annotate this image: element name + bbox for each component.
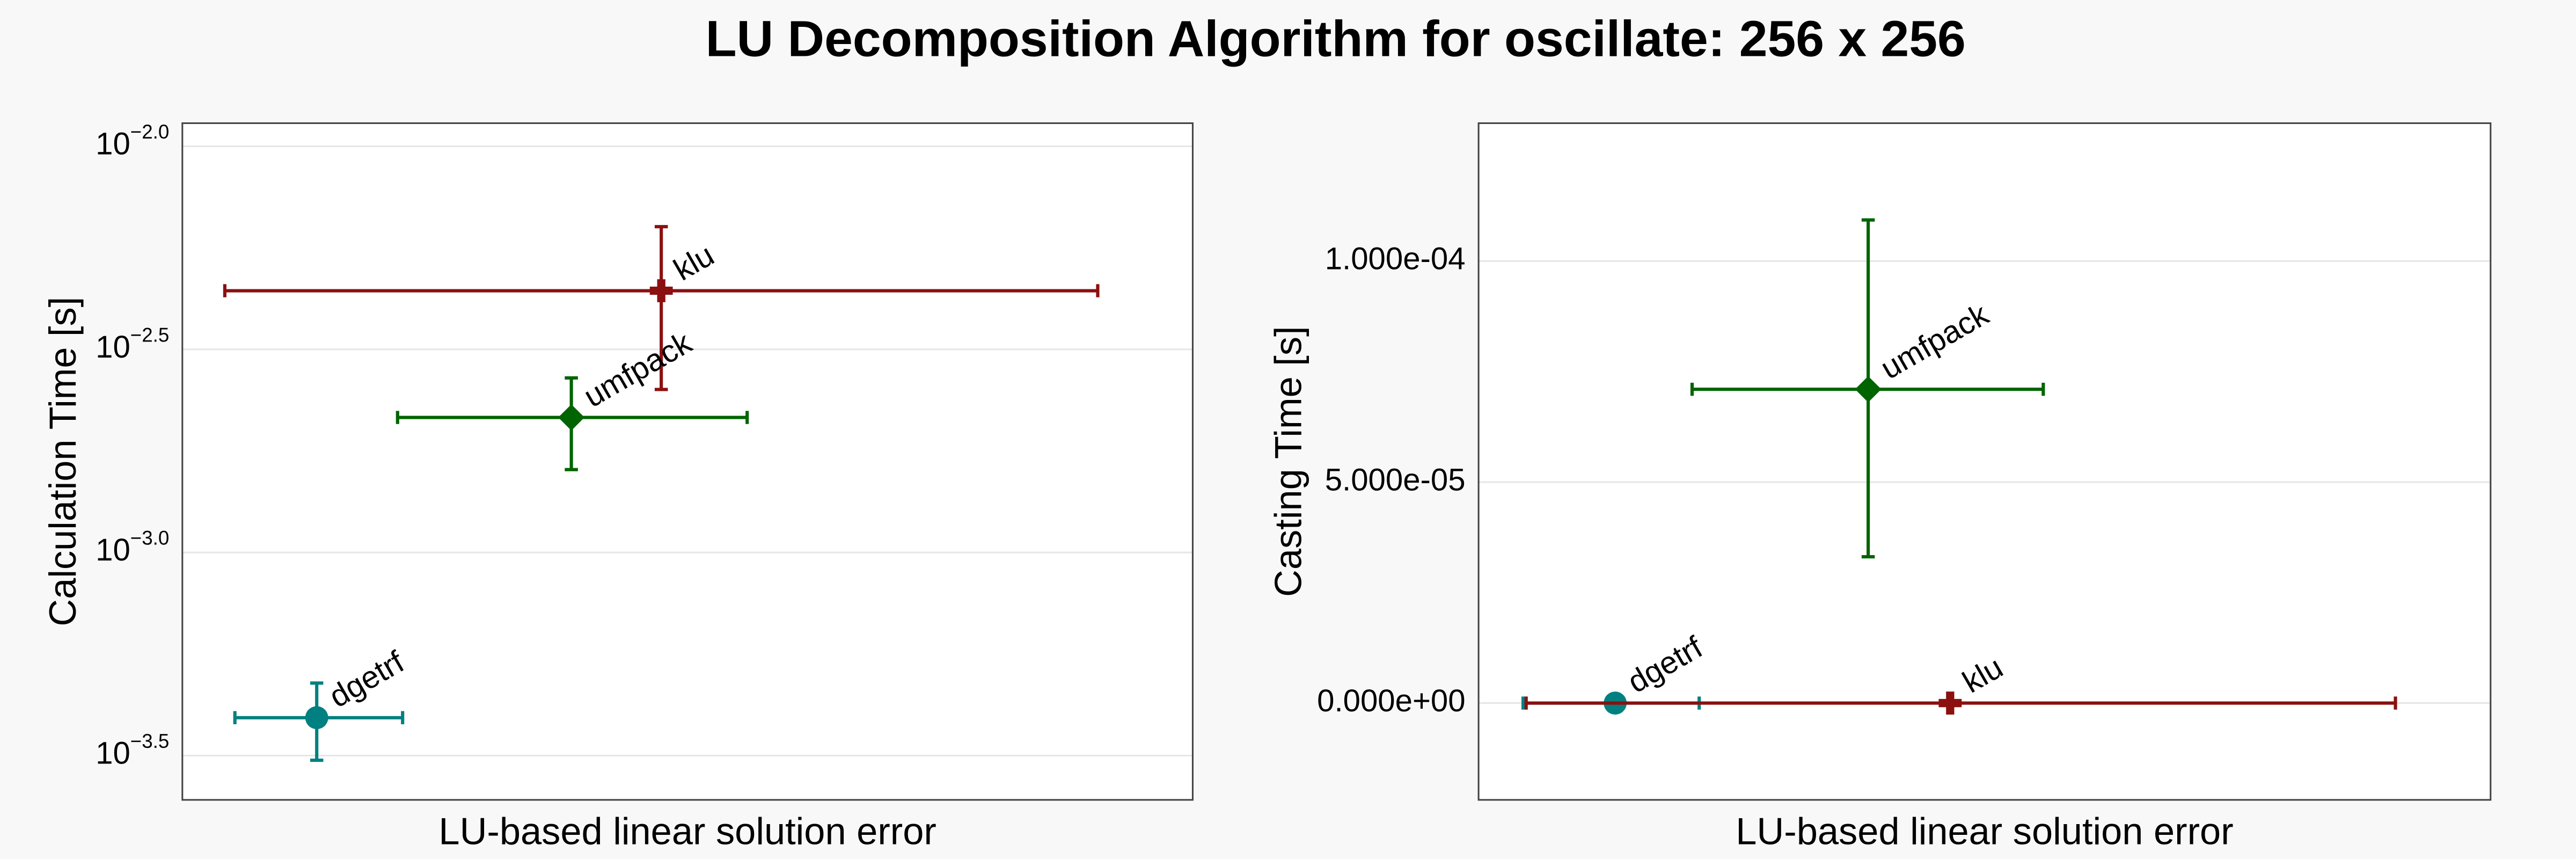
marker — [305, 706, 328, 730]
y-tick-label: 0.000e+00 — [1317, 683, 1465, 718]
plot-area — [1479, 123, 2491, 800]
y-tick-label: 1.000e-04 — [1325, 242, 1466, 276]
plot-area — [182, 123, 1193, 800]
y-tick-label: 5.000e-05 — [1325, 462, 1466, 497]
marker — [649, 279, 673, 302]
marker — [1938, 691, 1962, 715]
y-tick-label: 10−2.5 — [96, 324, 169, 365]
y-axis-label: Casting Time [s] — [1267, 326, 1309, 596]
y-error-bar — [654, 225, 668, 391]
x-axis-label: LU-based linear solution error — [438, 810, 936, 853]
y-tick-label: 10−3.5 — [96, 730, 169, 771]
plot-border — [1477, 122, 2492, 801]
figure-title: LU Decomposition Algorithm for oscillate… — [706, 11, 1966, 68]
y-tick-label: 10−3.0 — [96, 527, 169, 567]
x-axis-label: LU-based linear solution error — [1736, 810, 2233, 853]
plot-border — [181, 122, 1194, 801]
y-tick-label: 10−2.0 — [96, 121, 169, 162]
y-axis-label: Calculation Time [s] — [41, 297, 84, 627]
